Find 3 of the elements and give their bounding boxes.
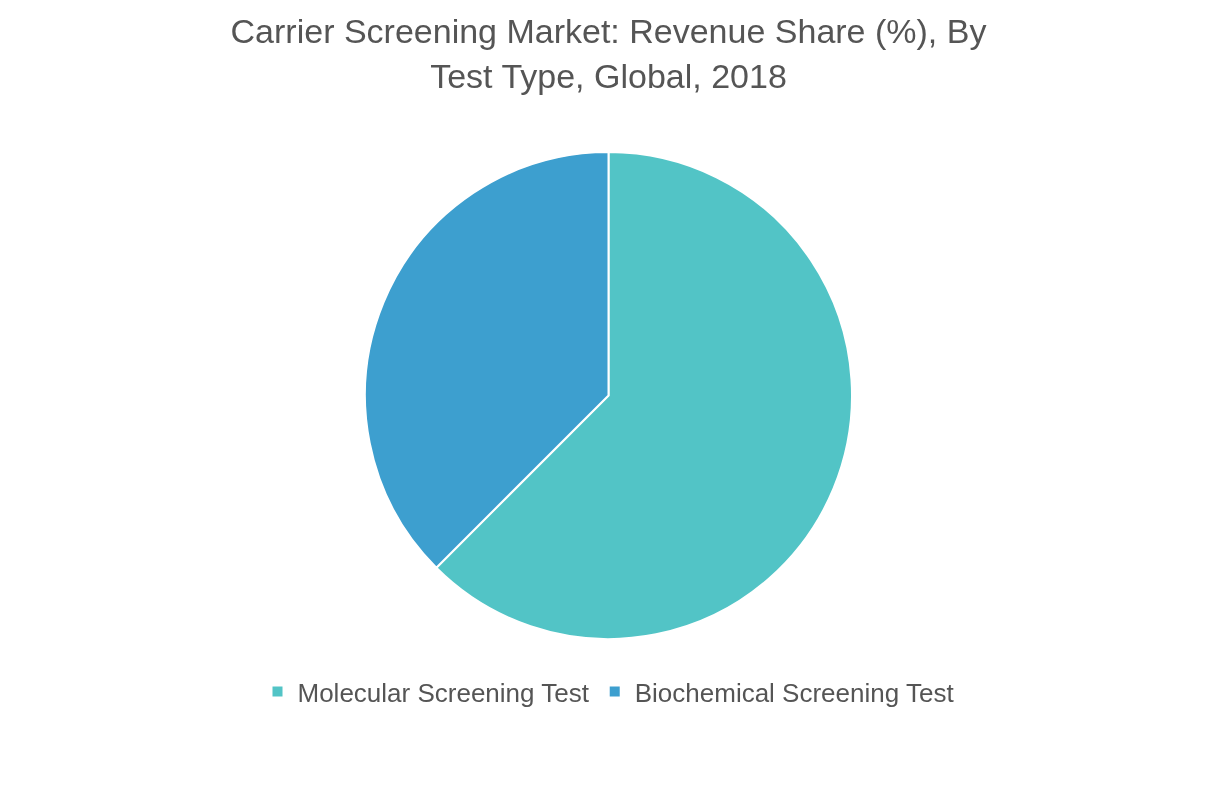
legend-label: Molecular Screening Test bbox=[297, 677, 590, 708]
legend-label: Biochemical Screening Test bbox=[634, 677, 955, 708]
chart-title: Carrier Screening Market: Revenue Share (%), By Test Type, Global, 2018 bbox=[230, 12, 987, 95]
